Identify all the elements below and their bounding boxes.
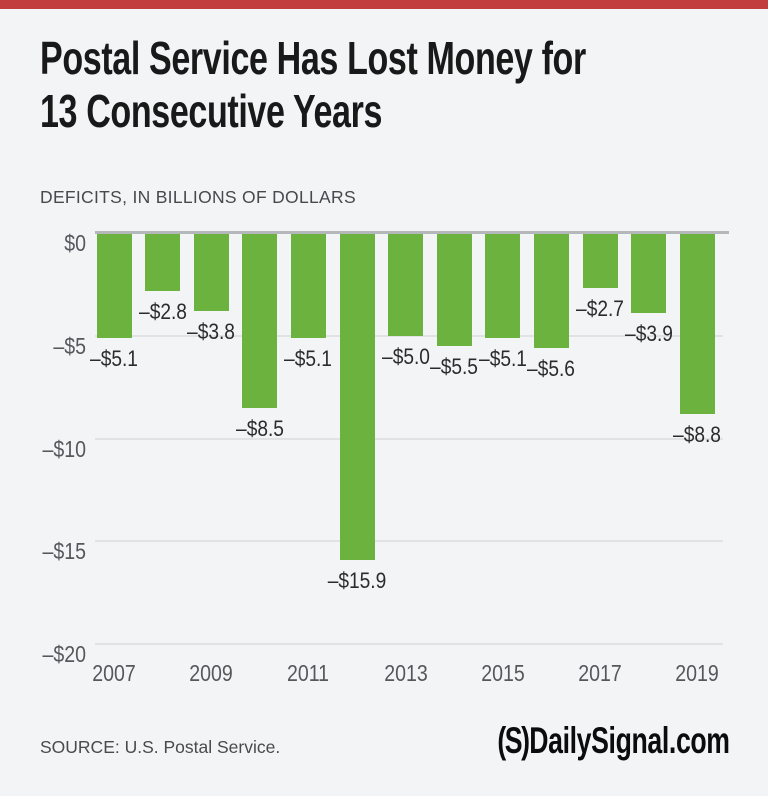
y-axis-label--20: –$20 bbox=[42, 641, 86, 667]
bar-2008 bbox=[145, 233, 181, 291]
bar-value-label-2015: –$5.1 bbox=[478, 345, 527, 371]
top-accent-bar bbox=[0, 0, 768, 9]
page-title: Postal Service Has Lost Money for 13 Con… bbox=[40, 32, 706, 138]
bar-2013 bbox=[388, 233, 424, 336]
bar-value-label-2016: –$5.6 bbox=[527, 356, 576, 382]
bar-2011 bbox=[290, 233, 326, 338]
y-axis-label--15: –$15 bbox=[42, 538, 86, 565]
bar-2018 bbox=[631, 233, 667, 314]
dailysignal-logo-mark: (S) bbox=[497, 720, 531, 761]
y-axis-label--5: –$5 bbox=[53, 332, 86, 359]
bar-2015 bbox=[485, 233, 521, 338]
title-line-2: 13 Consecutive Years bbox=[40, 85, 383, 137]
gridline--15 bbox=[95, 540, 723, 543]
bar-2009 bbox=[193, 233, 229, 312]
gridline--10 bbox=[95, 437, 723, 440]
y-axis-label--10: –$10 bbox=[42, 435, 86, 462]
bar-value-label-2012: –$15.9 bbox=[327, 567, 387, 593]
gridline--5 bbox=[95, 334, 723, 337]
bar-2019 bbox=[679, 233, 715, 414]
bar-value-label-2013: –$5.0 bbox=[381, 343, 430, 369]
bar-value-label-2009: –$3.8 bbox=[187, 319, 236, 345]
x-axis-label-2011: 2011 bbox=[287, 660, 330, 686]
y-axis-label-0: $0 bbox=[64, 230, 86, 256]
x-axis-label-2007: 2007 bbox=[92, 660, 136, 686]
source-note: SOURCE: U.S. Postal Service. bbox=[40, 737, 281, 757]
bar-2012 bbox=[339, 233, 375, 560]
dailysignal-logo-text: DailySignal.com bbox=[529, 720, 731, 761]
x-axis-label-2019: 2019 bbox=[675, 660, 719, 686]
title-line-1: Postal Service Has Lost Money for bbox=[40, 32, 586, 84]
chart-subtitle: DEFICITS, IN BILLIONS OF DOLLARS bbox=[40, 187, 356, 207]
bar-value-label-2018: –$3.9 bbox=[624, 321, 673, 347]
x-axis-label-2015: 2015 bbox=[481, 660, 525, 686]
bar-value-label-2017: –$2.7 bbox=[576, 296, 624, 322]
x-axis-label-2009: 2009 bbox=[189, 660, 233, 686]
bar-value-label-2011: –$5.1 bbox=[284, 345, 333, 371]
x-axis-label-2017: 2017 bbox=[578, 660, 622, 686]
bar-2016 bbox=[533, 233, 569, 349]
bar-value-label-2007: –$5.1 bbox=[90, 345, 138, 371]
bar-value-label-2008: –$2.8 bbox=[138, 298, 187, 324]
x-axis-label-2013: 2013 bbox=[383, 660, 428, 686]
bar-value-label-2014: –$5.5 bbox=[430, 354, 479, 380]
bar-chart-plot-area: –$5.1 –$2.8 –$3.8 –$8.5 –$5.1 –$15.9 –$5.0 –$5.… bbox=[90, 231, 730, 645]
bar-value-label-2010: –$8.5 bbox=[235, 415, 284, 441]
bar-2017 bbox=[582, 233, 618, 289]
dailysignal-logo: (S)DailySignal.com bbox=[497, 720, 731, 762]
bar-2007 bbox=[96, 233, 132, 338]
bar-2010 bbox=[242, 233, 278, 408]
zero-axis-line bbox=[95, 231, 730, 234]
bar-value-label-2019: –$8.8 bbox=[673, 421, 722, 447]
bar-2014 bbox=[436, 233, 472, 347]
gridline--20 bbox=[95, 643, 723, 645]
